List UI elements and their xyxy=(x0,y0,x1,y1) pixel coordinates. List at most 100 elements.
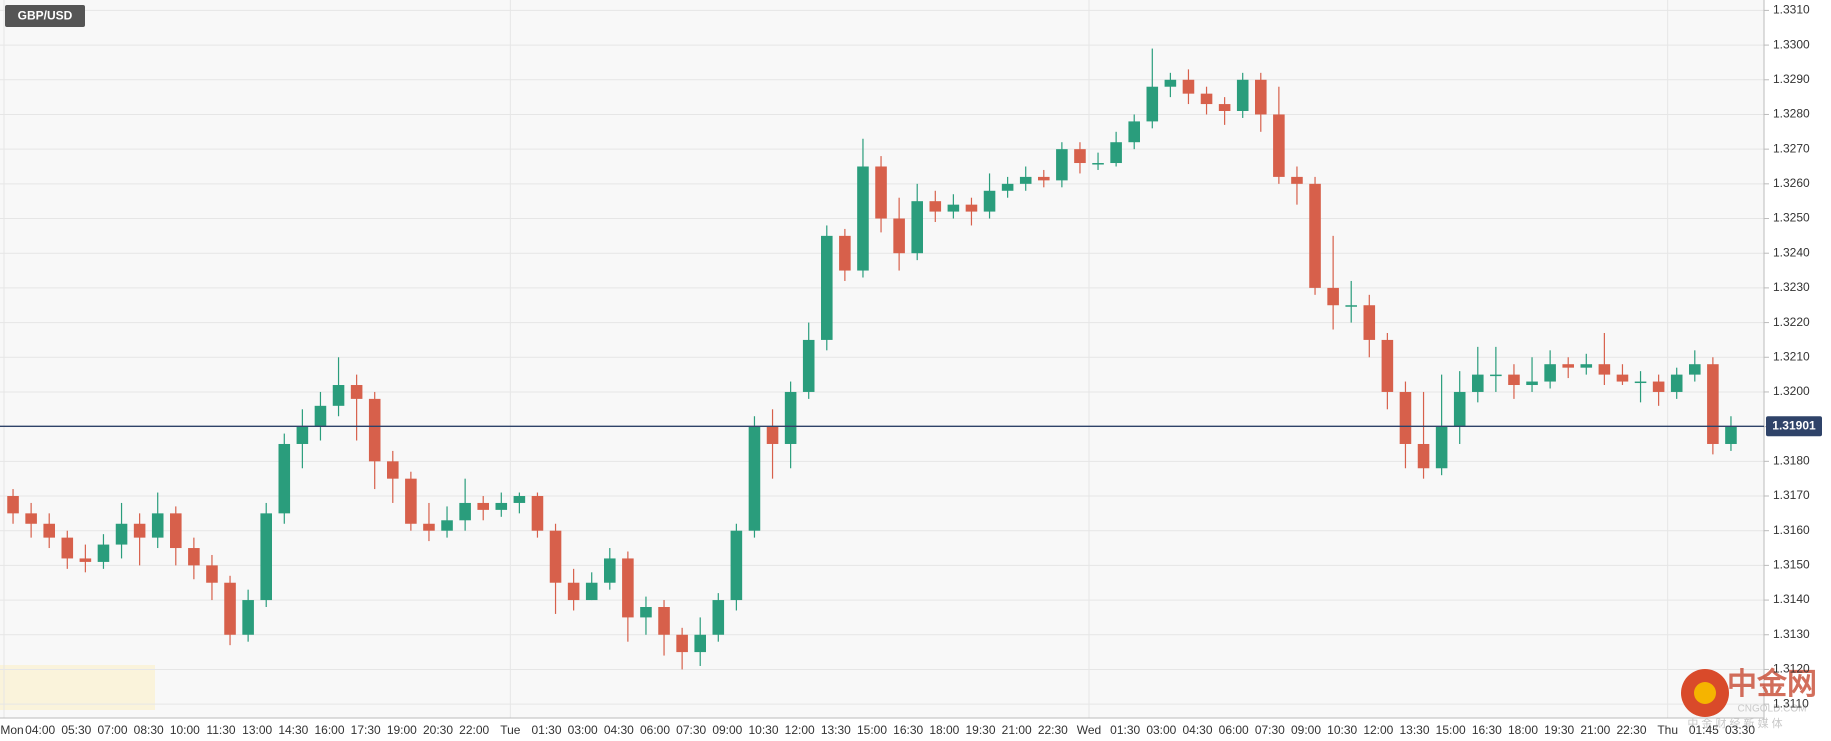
x-tick-label: 15:00 xyxy=(1436,723,1466,737)
candle-body xyxy=(314,405,327,427)
candle-body xyxy=(531,496,544,531)
candle-body xyxy=(1182,79,1195,94)
watermark-logo: 中金网 xyxy=(1727,667,1817,701)
candle-body xyxy=(1019,176,1032,184)
x-tick-label: 22:00 xyxy=(459,723,489,737)
y-tick-label: 1.3200 xyxy=(1773,384,1810,398)
x-tick-label: 03:30 xyxy=(1725,723,1755,737)
y-tick-label: 1.3170 xyxy=(1773,488,1810,502)
candle-body xyxy=(133,523,146,538)
y-tick-label: 1.3160 xyxy=(1773,523,1810,537)
candle-body xyxy=(423,523,435,531)
y-tick-label: 1.3310 xyxy=(1773,3,1810,17)
candle-body xyxy=(1707,364,1719,444)
candle-body xyxy=(857,166,869,271)
candle-body xyxy=(1562,364,1574,368)
x-tick-label: 09:00 xyxy=(1291,723,1321,737)
candle-body xyxy=(495,502,508,510)
x-tick-label: 14:30 xyxy=(278,723,308,737)
x-tick-label: 07:30 xyxy=(1255,723,1285,737)
x-tick-label: 10:30 xyxy=(1327,723,1357,737)
candle-body xyxy=(1435,426,1448,469)
candle-body xyxy=(604,558,616,583)
y-tick-label: 1.3250 xyxy=(1773,211,1810,225)
candle-body xyxy=(821,235,833,340)
x-tick-label: 12:00 xyxy=(1363,723,1393,737)
symbol-tag: GBP/USD xyxy=(18,9,73,23)
candle-body xyxy=(1453,391,1466,427)
x-tick-label: 04:30 xyxy=(1182,723,1212,737)
candle-body xyxy=(79,558,92,562)
x-tick-label: Thu xyxy=(1657,723,1678,737)
x-tick-label: 10:30 xyxy=(748,723,778,737)
x-tick-label: Tue xyxy=(500,723,521,737)
candle-body xyxy=(1399,391,1412,444)
candle-body xyxy=(368,398,381,462)
candle-body xyxy=(1526,381,1538,386)
candle-body xyxy=(1218,104,1231,111)
x-tick-label: 01:45 xyxy=(1689,723,1719,737)
x-tick-label: 07:30 xyxy=(676,723,706,737)
candle-body xyxy=(350,385,363,399)
y-tick-label: 1.3140 xyxy=(1773,592,1810,606)
candle-body xyxy=(278,443,291,514)
candle-body xyxy=(658,607,670,635)
candle-body xyxy=(1074,149,1086,164)
x-tick-label: 22:30 xyxy=(1038,723,1068,737)
candle-body xyxy=(1309,183,1321,288)
candle-body xyxy=(61,537,74,559)
candle-body xyxy=(1001,183,1014,191)
candle-body xyxy=(893,218,905,254)
x-tick-label: 11:30 xyxy=(206,723,235,737)
candle-body xyxy=(25,513,37,524)
candle-body xyxy=(567,582,580,601)
candle-body xyxy=(332,385,345,406)
y-tick-label: 1.3260 xyxy=(1773,176,1810,190)
y-tick-label: 1.3300 xyxy=(1773,37,1810,51)
x-tick-label: 09:00 xyxy=(712,723,742,737)
x-tick-label: 19:30 xyxy=(965,723,995,737)
candle-body xyxy=(1236,79,1249,111)
x-tick-label: 13:00 xyxy=(242,723,272,737)
x-tick-label: 05:30 xyxy=(61,723,91,737)
blurred-badge xyxy=(0,665,155,710)
candle-body xyxy=(1490,374,1502,377)
candle-body xyxy=(676,634,688,653)
x-tick-label: 01:30 xyxy=(1110,723,1140,737)
y-tick-label: 1.3290 xyxy=(1773,72,1810,86)
y-tick-label: 1.3220 xyxy=(1773,315,1810,329)
candle-body xyxy=(115,523,128,545)
candle-body xyxy=(151,513,164,538)
candle-body xyxy=(477,502,489,510)
plot-background xyxy=(0,0,1764,718)
candle-body xyxy=(1146,86,1159,122)
y-tick-label: 1.3240 xyxy=(1773,245,1810,259)
candle-body xyxy=(1472,374,1484,392)
candle-body xyxy=(1598,364,1611,375)
candle-layer xyxy=(7,48,1737,670)
x-tick-label: 16:30 xyxy=(893,723,923,737)
price-label-bg xyxy=(1766,416,1822,437)
logo-icon-inner xyxy=(1694,682,1716,704)
candle-body xyxy=(911,201,923,254)
candle-body xyxy=(766,426,779,444)
candle-body xyxy=(1056,149,1068,181)
candle-body xyxy=(1128,121,1140,143)
candle-body xyxy=(1580,364,1593,368)
candle-body xyxy=(1255,79,1267,115)
x-tick-label: 03:00 xyxy=(1146,723,1176,737)
x-tick-label: 01:30 xyxy=(531,723,561,737)
candle-body xyxy=(875,166,887,219)
candle-body xyxy=(1291,176,1303,184)
y-tick-label: 1.3210 xyxy=(1773,349,1810,363)
candle-body xyxy=(170,513,182,549)
candle-body xyxy=(459,502,471,521)
x-tick-label: 06:00 xyxy=(1219,723,1249,737)
y-tick-label: 1.3270 xyxy=(1773,141,1810,155)
y-tick-label: 1.3120 xyxy=(1773,662,1810,676)
x-tick-label: 19:00 xyxy=(387,723,417,737)
x-tick-label: 18:00 xyxy=(929,723,959,737)
candle-body xyxy=(947,204,960,212)
